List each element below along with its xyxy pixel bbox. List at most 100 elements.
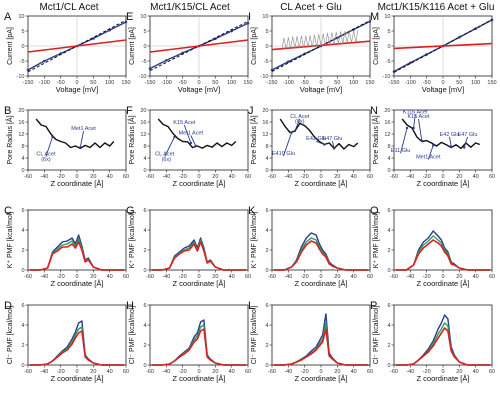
x-axis-label-g: Z coordinate [Å] [173, 279, 226, 288]
x-tick-label-h: 60 [245, 369, 251, 375]
series-line-black-f [157, 118, 237, 149]
x-tick-label-j: 40 [351, 174, 357, 180]
series-line-black-e [149, 20, 249, 72]
x-tick-label-g: -60 [146, 274, 154, 280]
x-tick-label-l: 60 [367, 369, 373, 375]
data-point-a [124, 20, 128, 24]
x-tick-label-b: 40 [107, 174, 113, 180]
x-tick-label-e: 0 [197, 80, 200, 86]
y-tick-label-o: 4 [387, 228, 390, 234]
x-tick-label-h: 20 [212, 369, 218, 375]
x-tick-label-e: -100 [161, 80, 172, 86]
y-tick-label-n: 4 [387, 156, 390, 162]
y-tick-label-h: 4 [143, 323, 146, 329]
x-tick-label-f: 60 [245, 174, 251, 180]
panel-c: C -60 -40 -20 0 20 40 60 0 2 4 6 Z coordinate [Å] K⁺ … [4, 205, 129, 288]
series-line-red-m [393, 42, 493, 50]
annotation-label-f: K15 Acet [173, 120, 195, 126]
y-tick-label-f: 12 [140, 132, 146, 138]
x-tick-label-h: -20 [179, 369, 187, 375]
annotation-label-b: Met1 Acet [71, 126, 96, 132]
panel-letter-c: C [4, 205, 12, 217]
x-tick-label-c: -40 [40, 274, 48, 280]
x-tick-label-e: 150 [243, 80, 252, 86]
x-tick-label-e: 50 [212, 80, 218, 86]
annotation-label-n: E42 Glu [440, 132, 460, 138]
x-tick-label-j: -40 [284, 174, 292, 180]
annotation-arrowhead-n [412, 126, 415, 130]
x-tick-label-f: -20 [179, 174, 187, 180]
y-tick-label-d: 0 [21, 363, 24, 369]
x-tick-label-g: 20 [212, 274, 218, 280]
x-tick-label-m: 100 [471, 80, 480, 86]
y-tick-label-g: 6 [143, 208, 146, 214]
x-tick-label-a: 50 [90, 80, 96, 86]
panel-letter-b: B [4, 105, 11, 117]
panel-letter-o: O [370, 205, 379, 217]
y-axis-label-m: Current [pA] [373, 27, 380, 65]
y-tick-label-g: 2 [143, 248, 146, 254]
series-line-blue-d [29, 320, 125, 366]
x-tick-label-c: -60 [24, 274, 32, 280]
data-point-e [165, 59, 168, 62]
data-point-m [409, 61, 412, 65]
y-tick-label-a: -10 [17, 74, 25, 80]
x-tick-label-d: 0 [75, 369, 78, 375]
y-tick-label-e: 0 [143, 44, 146, 50]
x-tick-label-o: -40 [406, 274, 414, 280]
series-line-blue-h [151, 319, 247, 366]
y-axis-label-f: Pore Radius [Å] [127, 115, 136, 164]
y-tick-label-m: -10 [383, 74, 391, 80]
y-axis-label-d: Cl⁻ PMF [kcal/mol] [7, 306, 14, 365]
x-tick-label-l: -20 [301, 369, 309, 375]
y-axis-label-k: K⁺ PMF [kcal/mol] [251, 212, 258, 269]
x-tick-label-p: 20 [456, 369, 462, 375]
y-tick-label-f: 16 [140, 120, 146, 126]
x-tick-label-f: 0 [197, 174, 200, 180]
x-tick-label-n: 40 [473, 174, 479, 180]
x-tick-label-j: -20 [301, 174, 309, 180]
series-line-red-e [149, 39, 249, 53]
annotation-arrow-f [190, 135, 197, 147]
annotation-arrowhead-n [405, 126, 409, 130]
x-tick-label-k: 40 [351, 274, 357, 280]
annotation-arrow-b [79, 130, 84, 148]
x-tick-label-i: -50 [301, 80, 309, 86]
x-tick-label-d: 20 [90, 369, 96, 375]
series-line-red-d [29, 330, 125, 366]
y-tick-label-n: 0 [387, 168, 390, 174]
x-tick-label-m: 50 [456, 80, 462, 86]
y-tick-label-e: 5 [143, 29, 146, 35]
y-tick-label-c: 0 [21, 268, 24, 274]
annotation-label-b: CL Acet [36, 152, 56, 158]
series-line-green-o [395, 235, 491, 271]
y-tick-label-b: 0 [21, 168, 24, 174]
panel-p: P -60 -40 -20 0 20 40 60 0 2 4 6 Z coordinate [Å] Cl⁻… [370, 300, 495, 383]
y-tick-label-m: 0 [387, 44, 390, 50]
y-tick-label-b: 20 [18, 108, 24, 114]
x-tick-label-l: 40 [351, 369, 357, 375]
x-tick-label-p: -40 [406, 369, 414, 375]
x-tick-label-k: -20 [301, 274, 309, 280]
x-tick-label-k: -40 [284, 274, 292, 280]
annotation-arrowhead-b [79, 146, 82, 149]
x-tick-label-b: -60 [24, 174, 32, 180]
x-tick-label-a: -50 [57, 80, 65, 86]
data-point-i [287, 60, 290, 63]
x-tick-label-n: 60 [489, 174, 495, 180]
x-tick-label-i: -150 [266, 80, 277, 86]
x-tick-label-p: -20 [423, 369, 431, 375]
x-tick-label-g: -20 [179, 274, 187, 280]
y-tick-label-j: 12 [262, 132, 268, 138]
y-tick-label-n: 16 [384, 120, 390, 126]
data-point-i [368, 20, 372, 23]
x-tick-label-i: -100 [283, 80, 294, 86]
x-tick-label-j: 20 [334, 174, 340, 180]
y-tick-label-o: 0 [387, 268, 390, 274]
data-point-e [246, 21, 250, 25]
annotation-label-n: E47 Glu [458, 132, 478, 138]
y-tick-label-b: 8 [21, 144, 24, 150]
